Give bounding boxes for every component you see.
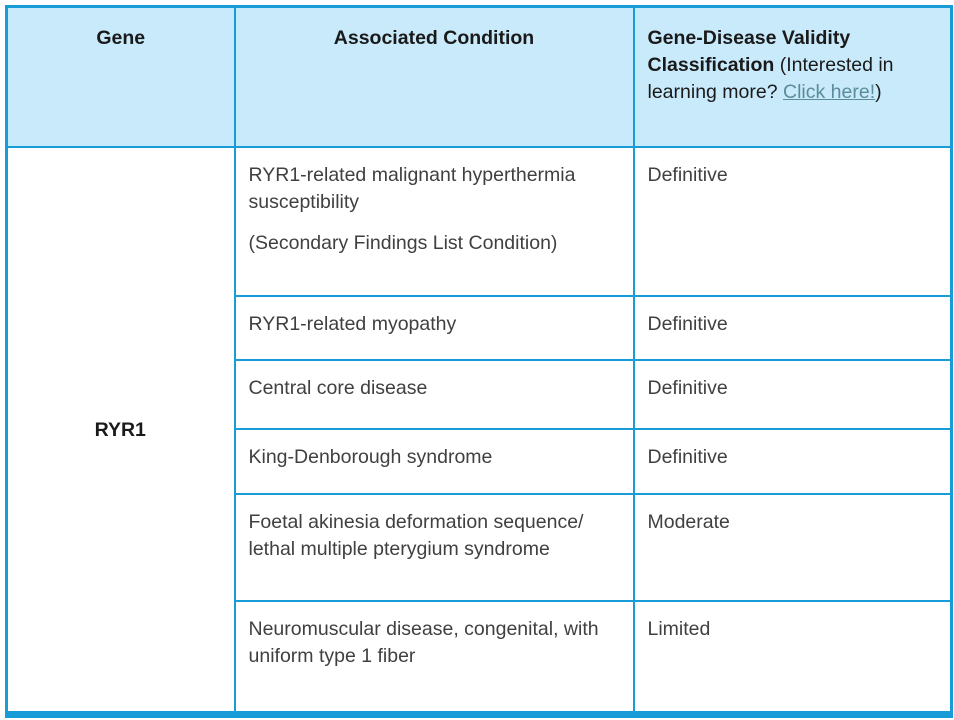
table-row: Neuromuscular disease, congenital, with …: [7, 599, 953, 716]
table-row: Central core disease Definitive: [7, 358, 953, 430]
classification-cell: Definitive: [632, 145, 953, 297]
classification-cell: Definitive: [632, 358, 953, 430]
condition-cell: RYR1-related malignant hyperthermia susc…: [233, 145, 635, 297]
condition-cell: RYR1-related myopathy: [233, 294, 635, 361]
col-header-classification: Gene-Disease Validity Classification (In…: [632, 5, 953, 148]
classification-header-close-paren: ): [875, 81, 882, 103]
classification-cell: Moderate: [632, 492, 953, 602]
condition-text: Neuromuscular disease, congenital, with …: [248, 617, 599, 667]
condition-text: King-Denborough syndrome: [248, 445, 493, 468]
classification-cell: Definitive: [632, 294, 953, 361]
classification-cell: Limited: [632, 599, 953, 716]
condition-text: RYR1-related malignant hyperthermia susc…: [248, 163, 576, 213]
condition-text: RYR1-related myopathy: [248, 312, 457, 335]
classification-header-note: (Interested in learning more?: [647, 54, 894, 103]
condition-cell: Central core disease: [233, 358, 635, 430]
condition-cell: King-Denborough syndrome: [233, 427, 635, 495]
condition-cell: Neuromuscular disease, congenital, with …: [233, 599, 635, 716]
gene-disease-table: Gene Associated Condition Gene-Disease V…: [5, 5, 953, 718]
gene-cell: RYR1: [5, 145, 236, 716]
col-header-condition: Associated Condition: [233, 5, 635, 148]
condition-text: Central core disease: [248, 376, 428, 399]
table-row: King-Denborough syndrome Definitive: [7, 427, 953, 495]
table-row: RYR1-related myopathy Definitive: [7, 294, 953, 361]
condition-text: Foetal akinesia deformation sequence/ le…: [248, 510, 584, 560]
classification-cell: Definitive: [632, 427, 953, 495]
header-row: Gene Associated Condition Gene-Disease V…: [5, 5, 953, 148]
table-row: RYR1 RYR1-related malignant hyperthermia…: [5, 145, 953, 716]
col-header-gene: Gene: [5, 5, 236, 148]
table-row: Foetal akinesia deformation sequence/ le…: [7, 492, 953, 602]
click-here-link[interactable]: Click here!: [783, 81, 876, 103]
classification-header-title: Gene-Disease Validity Classification: [647, 27, 851, 76]
condition-note: (Secondary Findings List Condition): [248, 231, 558, 254]
condition-cell: Foetal akinesia deformation sequence/ le…: [233, 492, 635, 602]
